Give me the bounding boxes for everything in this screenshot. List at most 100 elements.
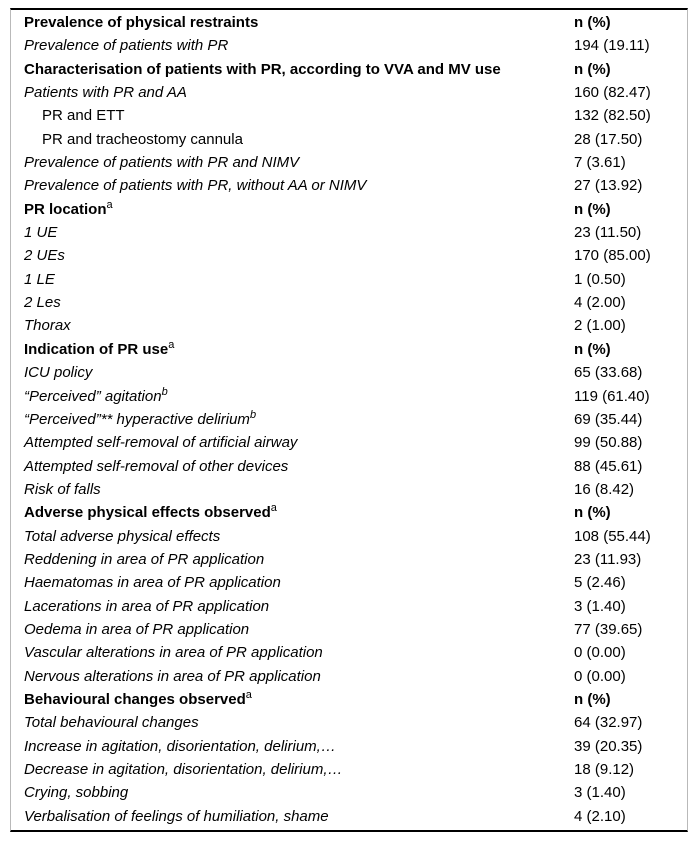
row-value: 170 (85.00)	[574, 247, 651, 265]
table-row: 1 LE 1 (0.50)	[11, 268, 687, 291]
row-label: Risk of falls	[24, 480, 101, 498]
footnote-marker: a	[106, 198, 113, 211]
footnote-marker: a	[270, 502, 277, 515]
row-value: n (%)	[574, 690, 611, 708]
row-value: 3 (1.40)	[574, 597, 626, 615]
row-label: Attempted self-removal of artificial air…	[24, 434, 298, 452]
row-value: 23 (11.50)	[574, 224, 642, 242]
row-value: 88 (45.61)	[574, 457, 643, 475]
row-value: 99 (50.88)	[574, 434, 643, 452]
footnote-marker: b	[249, 408, 257, 421]
row-label: Prevalence of patients with PR and NIMV	[24, 154, 300, 172]
row-value: n (%)	[574, 200, 611, 218]
row-value: 28 (17.50)	[574, 130, 643, 148]
row-value: 27 (13.92)	[574, 177, 643, 195]
row-value: 4 (2.10)	[574, 807, 626, 825]
row-label: PR and tracheostomy cannula	[42, 130, 243, 148]
table-row: Attempted self-removal of other devices 8…	[11, 455, 687, 478]
table-row: Total adverse physical effects 108 (55.44…	[11, 525, 687, 548]
row-value: 3 (1.40)	[574, 784, 626, 802]
row-value: 5 (2.46)	[574, 574, 626, 592]
row-value: 16 (8.42)	[574, 480, 635, 498]
table-row: Prevalence of patients with PR 194 (19.11…	[11, 34, 687, 57]
table-row: PR locationa n (%)	[11, 198, 687, 221]
row-value: 2 (1.00)	[574, 317, 626, 335]
row-value: 0 (0.00)	[574, 644, 626, 662]
table-row: Decrease in agitation, disorientation, d…	[11, 758, 687, 781]
footnote-marker: a	[245, 688, 252, 701]
row-label: Characterisation of patients with PR, ac…	[24, 60, 501, 78]
row-label: Total behavioural changes	[24, 714, 199, 732]
table-row: PR and tracheostomy cannula 28 (17.50)	[11, 128, 687, 151]
table-row: Oedema in area of PR application 77 (39.6…	[11, 618, 687, 641]
row-value: 160 (82.47)	[574, 84, 651, 102]
table-row: Total behavioural changes 64 (32.97)	[11, 711, 687, 734]
table-row: PR and ETT 132 (82.50)	[11, 104, 687, 127]
row-label: Nervous alterations in area of PR applic…	[24, 667, 321, 685]
row-label: Crying, sobbing	[24, 784, 129, 802]
table-row: Indication of PR usea n (%)	[11, 338, 687, 361]
table-row: Prevalence of physical restraints n (%)	[11, 11, 687, 34]
row-value: 194 (19.11)	[574, 37, 650, 55]
table-row: Crying, sobbing 3 (1.40)	[11, 781, 687, 804]
prevalence-table: Prevalence of physical restraints n (%) Pr…	[10, 8, 688, 833]
table-row: “Perceived” agitationb 119 (61.40)	[11, 385, 687, 408]
table-row: Reddening in area of PR application 23 (1…	[11, 548, 687, 571]
table-rows: Prevalence of physical restraints n (%) Pr…	[11, 10, 687, 830]
row-label: 1 UE	[24, 224, 58, 242]
table-row: Characterisation of patients with PR, ac…	[11, 58, 687, 81]
table-row: Patients with PR and AA 160 (82.47)	[11, 81, 687, 104]
row-label: Prevalence of patients with PR	[24, 37, 229, 55]
table-row: Verbalisation of feelings of humiliation…	[11, 805, 687, 828]
table-row: Adverse physical effects observeda n (%)	[11, 501, 687, 524]
row-label: Attempted self-removal of other devices	[24, 457, 289, 475]
row-value: 1 (0.50)	[574, 270, 626, 288]
row-value: 7 (3.61)	[574, 154, 626, 172]
row-label: “Perceived” agitationb	[24, 385, 168, 405]
row-label: Prevalence of physical restraints	[24, 14, 259, 31]
row-label: Adverse physical effects observeda	[24, 502, 277, 522]
row-value: 108 (55.44)	[574, 527, 651, 545]
table-row: Prevalence of patients with PR, without …	[11, 174, 687, 197]
table-row: Risk of falls 16 (8.42)	[11, 478, 687, 501]
row-label: Oedema in area of PR application	[24, 620, 250, 638]
table-row: 2 UEs 170 (85.00)	[11, 244, 687, 267]
row-label: Lacerations in area of PR application	[24, 597, 270, 615]
footnote-marker: b	[161, 385, 168, 398]
row-label: “Perceived”** hyperactive deliriumb	[24, 408, 257, 428]
row-value: 64 (32.97)	[574, 714, 643, 732]
row-label: Behavioural changes observeda	[24, 688, 252, 708]
row-label: Indication of PR usea	[24, 338, 175, 358]
row-value: 18 (9.12)	[574, 761, 635, 778]
row-value: 4 (2.00)	[574, 294, 626, 312]
row-label: Prevalence of patients with PR, without …	[24, 177, 367, 195]
row-label: ICU policy	[24, 364, 93, 382]
row-label: Patients with PR and AA	[24, 84, 187, 102]
footnote-marker: a	[168, 338, 175, 351]
table-row: “Perceived”** hyperactive deliriumb 69 (3…	[11, 408, 687, 431]
row-value: 39 (20.35)	[574, 737, 643, 755]
row-label: PR and ETT	[42, 107, 125, 125]
row-value: 119 (61.40)	[574, 387, 650, 405]
row-label: 2 Les	[24, 294, 61, 312]
table-row: Nervous alterations in area of PR applic…	[11, 665, 687, 688]
row-label: Vascular alterations in area of PR appli…	[24, 644, 323, 662]
table-row: Attempted self-removal of artificial air…	[11, 431, 687, 454]
row-label: Thorax	[24, 317, 71, 335]
table-row: Prevalence of patients with PR and NIMV 7…	[11, 151, 687, 174]
row-value: n (%)	[574, 340, 611, 358]
table-row: Increase in agitation, disorientation, d…	[11, 735, 687, 758]
table-row: 1 UE 23 (11.50)	[11, 221, 687, 244]
table-row: Haematomas in area of PR application 5 (2…	[11, 571, 687, 594]
row-value: 132 (82.50)	[574, 107, 651, 125]
table-row: ICU policy 65 (33.68)	[11, 361, 687, 384]
row-label: Total adverse physical effects	[24, 527, 221, 545]
row-value: n (%)	[574, 504, 611, 522]
row-label: Decrease in agitation, disorientation, d…	[24, 761, 343, 778]
row-value: 65 (33.68)	[574, 364, 643, 382]
table-row: Lacerations in area of PR application 3 (…	[11, 595, 687, 618]
row-label: PR locationa	[24, 198, 113, 218]
row-value: n (%)	[574, 60, 611, 78]
table-row: Behavioural changes observeda n (%)	[11, 688, 687, 711]
